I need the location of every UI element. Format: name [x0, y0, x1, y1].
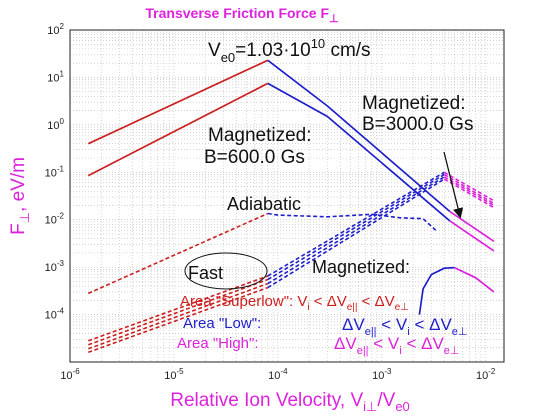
- area-low-lt2: < ΔV: [410, 315, 453, 334]
- x-axis-label: Relative Ion Velocity, Vi⊥/Ve0: [170, 390, 410, 414]
- series-line-14: [267, 176, 445, 285]
- y-tick-label: 10-1: [45, 164, 65, 179]
- x-tick-label: 10-4: [268, 367, 288, 382]
- area-high-s2: i: [399, 345, 401, 357]
- series-line-11: [88, 286, 269, 354]
- x-tick-labels: 10-6 10-5 10-4 10-3 10-2: [60, 367, 496, 382]
- series-line-5: [449, 220, 495, 252]
- area-low-s1: e||: [365, 326, 377, 338]
- x-tick-label: 10-3: [372, 367, 392, 382]
- x-axis-label-main: Relative Ion Velocity, V: [170, 390, 363, 411]
- y-axis-label-sub: ⊥: [17, 212, 32, 223]
- y-axis-label-main: F: [8, 223, 29, 235]
- annotation-ve0: Ve0=1.03·1010 cm/s: [208, 36, 371, 65]
- series-line-2: [267, 59, 451, 213]
- annotation-ve0-unit: cm/s: [325, 40, 370, 61]
- chart-title-main: Transverse Friction Force F: [145, 5, 329, 21]
- x-axis-label-sub2: e0: [395, 399, 409, 414]
- series-line-17: [443, 173, 495, 205]
- annotation-adiabatic: Adiabatic: [227, 194, 301, 214]
- area-low-s3: e⊥: [452, 326, 468, 338]
- series-line-9: [88, 278, 269, 346]
- series-line-13: [267, 173, 445, 281]
- series-line-18: [443, 176, 495, 207]
- y-tick-label: 102: [47, 22, 64, 37]
- area-low-lt1: < V: [377, 315, 408, 334]
- annotation-ve0-val: =1.03·10: [235, 40, 311, 61]
- area-high-s1: e||: [357, 345, 369, 357]
- area-low-text: ΔVe|| < Vi < ΔVe⊥: [342, 315, 468, 338]
- y-tick-label: 100: [47, 117, 64, 132]
- series-line-0: [87, 59, 269, 145]
- y-tick-label: 10-2: [45, 212, 65, 227]
- area-superlow-lt2: < ΔV: [358, 293, 395, 310]
- annotation-mag600-line2: B=600.0 Gs: [204, 147, 305, 168]
- area-high-lt1: < V: [369, 334, 400, 353]
- series-layer: [87, 59, 495, 354]
- annotation-ve0-sub: e0: [221, 50, 235, 65]
- area-superlow-s2: e||: [347, 302, 358, 313]
- area-high-s3: e⊥: [444, 345, 460, 357]
- area-superlow-lt1: < ΔV: [310, 293, 347, 310]
- area-superlow-text: Area "Superlow": Vi < ΔVe|| < ΔVe⊥: [180, 293, 409, 313]
- series-line-16: [443, 171, 495, 202]
- y-axis-label: F⊥, eV/m: [8, 157, 32, 235]
- series-line-21: [454, 266, 495, 293]
- series-line-1: [87, 82, 269, 177]
- area-low-s2: i: [407, 326, 409, 338]
- area-superlow-label: Area "Superlow": V: [180, 293, 307, 310]
- y-tick-label: 101: [47, 69, 64, 84]
- x-axis-label-mid: /V: [377, 390, 395, 411]
- y-axis-label-rest: , eV/m: [8, 157, 29, 212]
- x-tick-label: 10-2: [476, 367, 496, 382]
- series-line-8: [88, 275, 269, 342]
- series-line-12: [267, 171, 445, 277]
- fast-ellipse: [184, 252, 268, 290]
- area-high-text: ΔVe|| < Vi < ΔVe⊥: [334, 334, 460, 357]
- x-tick-label: 10-6: [60, 367, 80, 382]
- annotation-magnetized-low: Magnetized:: [312, 257, 410, 277]
- chart-title: Transverse Friction Force F⊥: [145, 5, 338, 25]
- annotation-ve0-main: V: [208, 40, 221, 61]
- area-low-label: Area "Low":: [183, 315, 261, 332]
- annotation-mag3000-line1: Magnetized:: [362, 93, 466, 114]
- plot-frame: [69, 29, 505, 363]
- series-line-3: [267, 82, 451, 222]
- y-tick-label: 10-4: [45, 307, 65, 322]
- annotation-fast: Fast: [188, 263, 223, 283]
- series-line-6: [87, 212, 269, 295]
- annotation-mag600-line1: Magnetized:: [208, 125, 312, 146]
- area-high-lt2: < ΔV: [402, 334, 445, 353]
- x-axis-label-sub1: i⊥: [363, 399, 377, 414]
- series-line-15: [267, 178, 445, 289]
- area-superlow-s1: i: [307, 302, 309, 313]
- annotation-ve0-exp: 10: [311, 36, 325, 51]
- series-line-20: [418, 266, 455, 315]
- area-high-dv: ΔV: [334, 334, 357, 353]
- y-tick-label: 10-3: [45, 259, 65, 274]
- series-line-10: [88, 282, 269, 350]
- annotation-arrow: [443, 151, 464, 219]
- grid: [70, 30, 504, 362]
- annotation-mag3000-line2: B=3000.0 Gs: [362, 114, 473, 135]
- area-low-dv: ΔV: [342, 315, 365, 334]
- x-tick-label: 10-5: [164, 367, 184, 382]
- chart-title-sub: ⊥: [329, 13, 339, 25]
- area-high-label: Area "High":: [177, 335, 259, 352]
- area-superlow-s3: e⊥: [395, 302, 409, 313]
- y-tick-labels: 10-4 10-3 10-2 10-1 100 101 102: [45, 22, 65, 322]
